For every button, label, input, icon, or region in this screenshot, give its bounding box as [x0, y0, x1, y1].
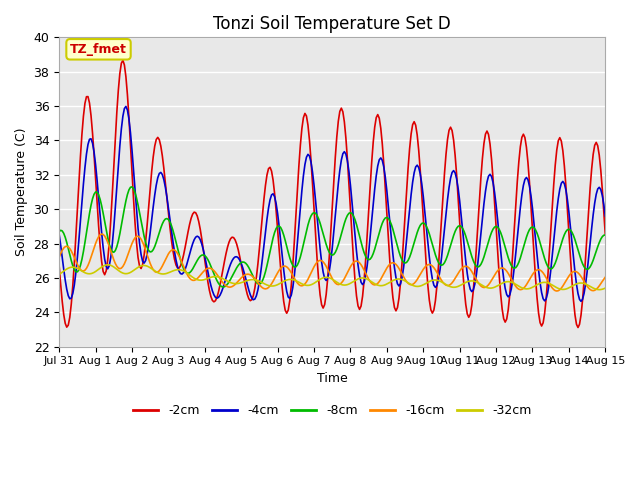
-4cm: [577, 299, 585, 304]
-4cm: [536, 280, 544, 286]
X-axis label: Time: Time: [317, 372, 348, 385]
-8cm: [388, 222, 396, 228]
Line: -4cm: -4cm: [59, 107, 605, 301]
-32cm: [368, 279, 376, 285]
-16cm: [398, 271, 406, 277]
-4cm: [122, 104, 130, 109]
-16cm: [98, 231, 106, 237]
-16cm: [368, 280, 376, 286]
Y-axis label: Soil Temperature (C): Soil Temperature (C): [15, 128, 28, 256]
-8cm: [400, 259, 408, 265]
-32cm: [159, 271, 166, 277]
-2cm: [536, 320, 544, 325]
-2cm: [398, 260, 406, 266]
-2cm: [386, 259, 394, 265]
-4cm: [386, 220, 394, 226]
-32cm: [104, 262, 111, 268]
-32cm: [386, 279, 394, 285]
-2cm: [55, 263, 63, 269]
Legend: -2cm, -4cm, -8cm, -16cm, -32cm: -2cm, -4cm, -8cm, -16cm, -32cm: [128, 399, 536, 422]
-32cm: [595, 287, 603, 292]
Line: -2cm: -2cm: [59, 60, 605, 327]
-4cm: [602, 213, 609, 219]
Title: Tonzi Soil Temperature Set D: Tonzi Soil Temperature Set D: [213, 15, 451, 33]
-8cm: [219, 284, 227, 290]
-2cm: [602, 232, 609, 238]
-32cm: [602, 285, 609, 291]
-2cm: [368, 160, 376, 166]
-16cm: [386, 261, 394, 267]
-2cm: [70, 260, 78, 265]
Line: -16cm: -16cm: [59, 234, 605, 291]
Line: -32cm: -32cm: [59, 265, 605, 289]
-4cm: [55, 231, 63, 237]
-8cm: [70, 267, 78, 273]
-8cm: [159, 221, 166, 227]
-8cm: [602, 232, 609, 238]
-4cm: [368, 218, 376, 224]
-4cm: [398, 275, 406, 281]
-4cm: [159, 172, 166, 178]
-8cm: [538, 245, 545, 251]
-16cm: [70, 254, 78, 260]
-16cm: [536, 267, 544, 273]
-32cm: [536, 280, 544, 286]
-2cm: [159, 153, 166, 159]
Line: -8cm: -8cm: [59, 187, 605, 287]
-32cm: [55, 272, 63, 277]
-8cm: [55, 228, 63, 234]
-32cm: [398, 276, 406, 282]
-16cm: [159, 263, 166, 269]
-8cm: [369, 251, 377, 256]
-32cm: [70, 264, 78, 270]
-8cm: [128, 184, 136, 190]
-2cm: [119, 58, 127, 63]
-16cm: [553, 288, 561, 294]
-16cm: [55, 254, 63, 260]
Text: TZ_fmet: TZ_fmet: [70, 43, 127, 56]
-16cm: [602, 274, 609, 280]
-4cm: [70, 282, 78, 288]
-2cm: [574, 324, 582, 330]
